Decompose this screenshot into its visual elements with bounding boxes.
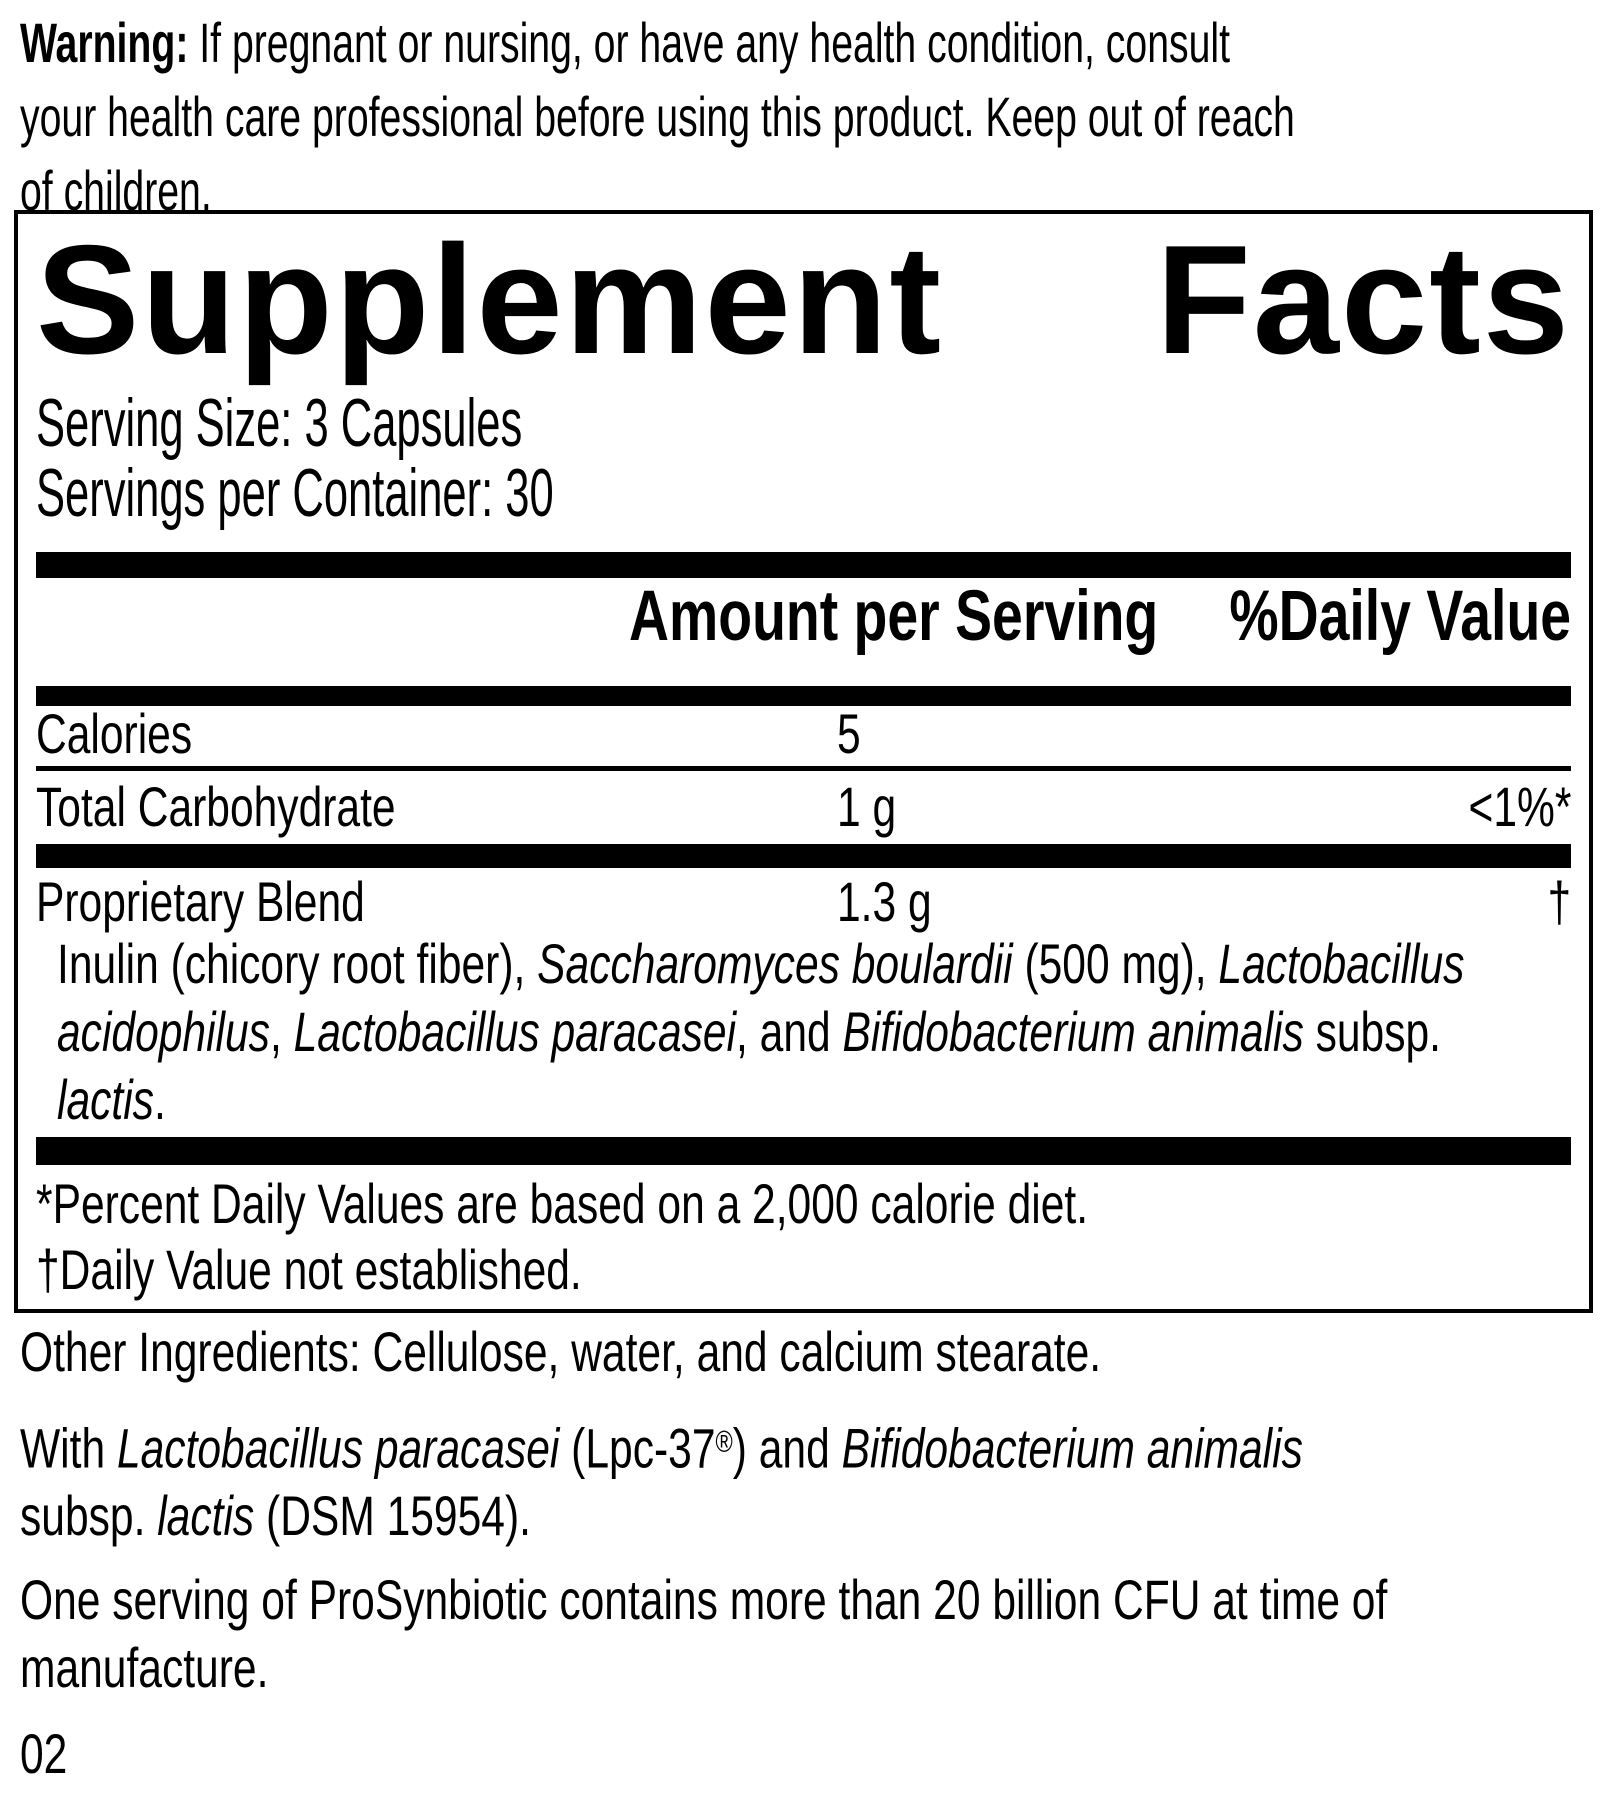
nutrient-amount: 5	[837, 702, 861, 765]
supplement-facts-panel: Supplement Facts Serving Size: 3 Capsule…	[14, 210, 1593, 1313]
nutrient-amount-cell: 5	[837, 706, 868, 762]
strain-info-line: With Lactobacillus paracasei (Lpc-37®) a…	[20, 1408, 1607, 1482]
serving-info: Serving Size: 3 Capsules Servings per Co…	[36, 388, 1571, 528]
panel-title: Supplement Facts	[36, 220, 1571, 380]
table-column-headers: Amount per Serving %Daily Value	[36, 577, 1571, 656]
strain-info-paragraph: With Lactobacillus paracasei (Lpc-37®) a…	[20, 1408, 1607, 1550]
page-number: 02	[20, 1726, 82, 1782]
warning-line-text: Warning: If pregnant or nursing, or have…	[20, 11, 1231, 74]
cfu-statement-paragraph: One serving of ProSynbiotic contains mor…	[20, 1566, 1607, 1702]
warning-paragraph: Warning: If pregnant or nursing, or have…	[20, 6, 1607, 228]
other-ingredients-text: Other Ingredients: Cellulose, water, and…	[20, 1320, 1102, 1383]
nutrient-amount-cell: 1 g	[837, 779, 915, 835]
nutrient-amount: 1 g	[837, 775, 897, 838]
amount-per-serving-header: Amount per Serving	[629, 577, 1308, 656]
nutrient-dv-cell: <1%*	[1436, 779, 1571, 835]
nutrient-dv-cell: †	[1540, 874, 1571, 930]
divider-bar-thick	[36, 1137, 1571, 1165]
blend-description-text: lactis.	[57, 1068, 166, 1131]
nutrient-amount-cell: 1.3 g	[837, 874, 962, 930]
nutrient-dv: <1%*	[1468, 775, 1571, 838]
panel-title-word-1: Supplement	[36, 213, 944, 386]
footnote-dv-not-established: †Daily Value not established.	[36, 1237, 1571, 1303]
blend-description-text: Inulin (chicory root fiber), Saccharomyc…	[57, 932, 1465, 995]
blend-description-line: Inulin (chicory root fiber), Saccharomyc…	[57, 930, 1571, 998]
footnote-dv-not-established-text: †Daily Value not established.	[36, 1238, 582, 1301]
cfu-statement-line: One serving of ProSynbiotic contains mor…	[20, 1566, 1607, 1634]
panel-title-word-2: Facts	[1156, 213, 1571, 386]
other-ingredients-line: Other Ingredients: Cellulose, water, and…	[20, 1324, 1443, 1380]
serving-size-text: Serving Size: 3 Capsules	[36, 385, 523, 461]
divider-bar-medium	[36, 686, 1571, 706]
cfu-statement-text: manufacture.	[20, 1636, 269, 1699]
nutrient-amount: 1.3 g	[837, 870, 932, 933]
blend-description-line: lactis.	[57, 1066, 1571, 1134]
servings-per-container-text: Servings per Container: 30	[36, 455, 554, 531]
table-row: Calories 5	[36, 706, 1571, 762]
proprietary-blend-description: Inulin (chicory root fiber), Saccharomyc…	[36, 930, 1571, 1134]
strain-info-line: subsp. lactis (DSM 15954).	[20, 1482, 1607, 1550]
warning-line: your health care professional before usi…	[20, 80, 1607, 154]
strain-info-text: With Lactobacillus paracasei (Lpc-37®) a…	[20, 1416, 1303, 1480]
cfu-statement-text: One serving of ProSynbiotic contains mor…	[20, 1568, 1388, 1631]
warning-line: Warning: If pregnant or nursing, or have…	[20, 6, 1607, 80]
strain-info-text: subsp. lactis (DSM 15954).	[20, 1484, 531, 1548]
nutrient-dv: †	[1547, 870, 1571, 933]
daily-value-header: %Daily Value	[1133, 577, 1571, 656]
blend-description-text: acidophilus, Lactobacillus paracasei, an…	[57, 1000, 1441, 1063]
nutrient-name: Proprietary Blend	[36, 870, 365, 933]
blend-description-line: acidophilus, Lactobacillus paracasei, an…	[57, 998, 1571, 1066]
divider-bar-thick	[36, 844, 1571, 868]
cfu-statement-line: manufacture.	[20, 1634, 1607, 1702]
divider-rule-thin	[36, 766, 1571, 771]
footnotes: *Percent Daily Values are based on a 2,0…	[36, 1171, 1571, 1303]
table-row: Proprietary Blend 1.3 g †	[36, 874, 1571, 930]
table-row: Total Carbohydrate 1 g <1%*	[36, 779, 1571, 835]
warning-line-text: your health care professional before usi…	[20, 85, 1295, 148]
nutrient-name: Calories	[36, 702, 193, 765]
divider-bar-thick	[36, 552, 1571, 578]
footnote-percent-dv-text: *Percent Daily Values are based on a 2,0…	[36, 1172, 1089, 1235]
servings-per-container-line: Servings per Container: 30	[36, 458, 1571, 528]
page-number-text: 02	[20, 1722, 68, 1785]
nutrient-name: Total Carbohydrate	[36, 775, 396, 838]
serving-size-line: Serving Size: 3 Capsules	[36, 388, 1571, 458]
daily-value-header-text: %Daily Value	[1229, 577, 1571, 656]
amount-per-serving-header-text: Amount per Serving	[629, 577, 1159, 656]
other-ingredients-paragraph: Other Ingredients: Cellulose, water, and…	[20, 1324, 1443, 1380]
footnote-percent-dv: *Percent Daily Values are based on a 2,0…	[36, 1171, 1571, 1237]
